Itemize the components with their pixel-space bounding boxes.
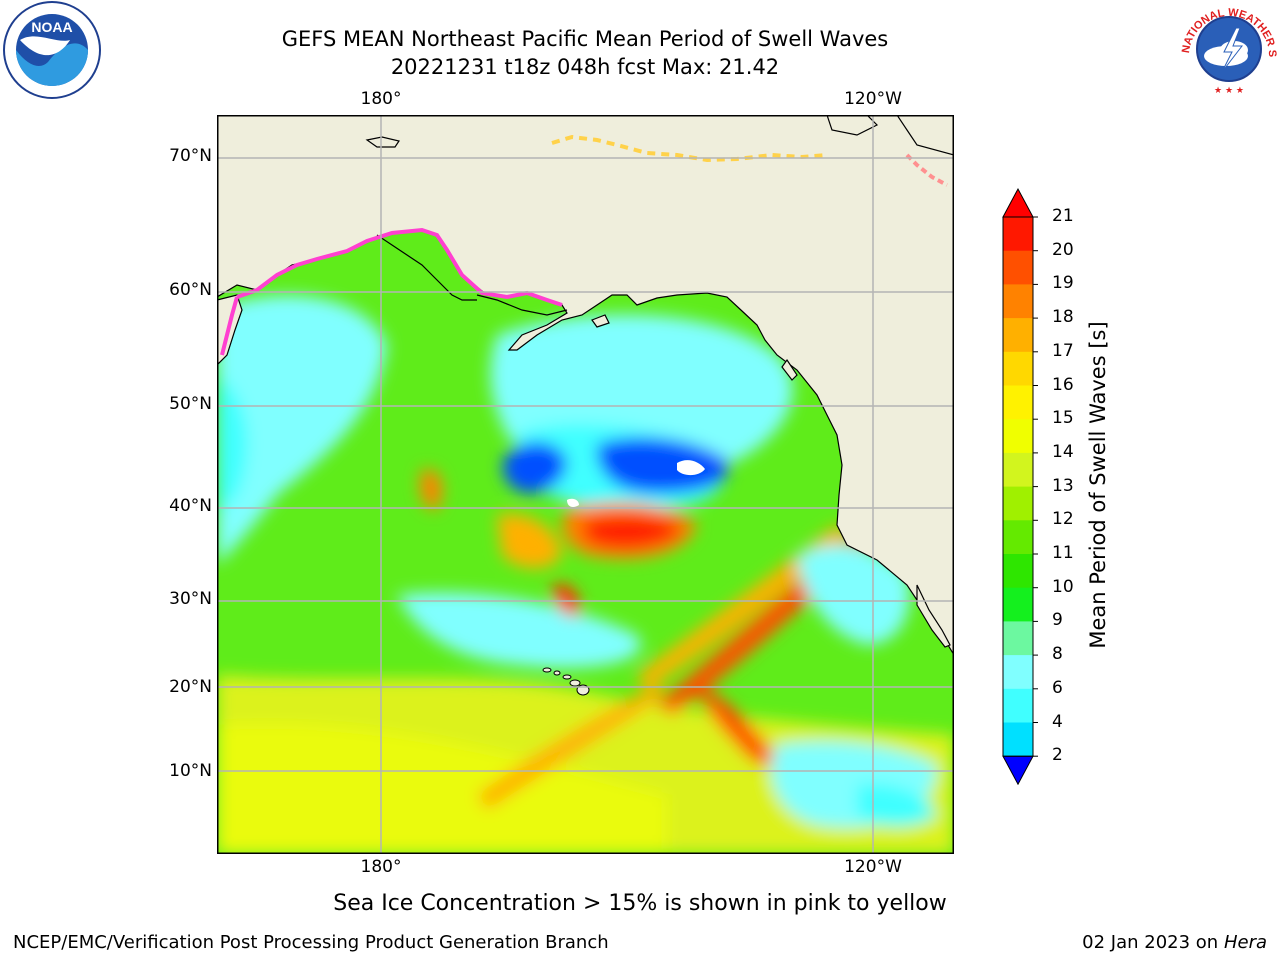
svg-text:NOAA: NOAA — [31, 19, 72, 35]
colorbar-tick-label: 14 — [1052, 441, 1074, 462]
swell-period-map — [216, 114, 955, 854]
colorbar-segment — [1003, 486, 1033, 521]
colorbar-segment — [1003, 385, 1033, 420]
colorbar-segment — [1003, 452, 1033, 488]
y-tick-10n: 10°N — [169, 761, 212, 781]
colorbar-tick-label: 21 — [1052, 206, 1074, 226]
colorbar-tick-label: 20 — [1052, 239, 1074, 260]
colorbar-segment — [1003, 318, 1033, 353]
colorbar-tick-label: 16 — [1052, 374, 1074, 395]
colorbar-segment — [1003, 520, 1033, 555]
colorbar-tick-label: 8 — [1052, 644, 1063, 665]
nws-logo-icon: NATIONAL WEATHER SERVICE ★ ★ ★ — [1178, 0, 1278, 96]
noaa-logo-icon: NOAA — [3, 1, 101, 99]
top-x-tick-120w: 120°W — [844, 89, 902, 109]
colorbar-segment — [1003, 688, 1033, 723]
colorbar-tick-label: 11 — [1052, 543, 1074, 563]
colorbar-under-triangle — [1002, 755, 1034, 785]
colorbar-segment — [1003, 351, 1033, 386]
colorbar-over-triangle — [1002, 187, 1034, 218]
footer-credit: NCEP/EMC/Verification Post Processing Pr… — [13, 932, 609, 953]
y-tick-30n: 30°N — [169, 589, 212, 609]
map-canvas — [216, 114, 955, 854]
colorbar-segment — [1003, 587, 1033, 622]
colorbar-tick-label: 17 — [1052, 340, 1074, 361]
colorbar-tick-label: 19 — [1052, 273, 1074, 294]
y-tick-20n: 20°N — [169, 677, 212, 697]
colorbar-tick-label: 6 — [1052, 677, 1063, 698]
svg-text:★ ★ ★: ★ ★ ★ — [1214, 86, 1244, 96]
colorbar-tick-label: 10 — [1052, 576, 1074, 597]
colorbar-segment — [1003, 554, 1033, 589]
y-tick-50n: 50°N — [169, 394, 212, 414]
bottom-x-tick-180: 180° — [360, 857, 402, 877]
colorbar-segment — [1003, 722, 1033, 757]
sea-ice-edge — [220, 134, 948, 356]
bottom-x-tick-120w: 120°W — [844, 857, 902, 877]
colorbar-tick-label: 4 — [1052, 711, 1063, 732]
colorbar-segment — [1003, 419, 1033, 454]
swell-field — [217, 295, 954, 854]
sea-ice-note: Sea Ice Concentration > 15% is shown in … — [333, 891, 947, 916]
colorbar-tick-label: 2 — [1052, 745, 1063, 766]
y-tick-40n: 40°N — [169, 496, 212, 516]
y-tick-70n: 70°N — [169, 146, 212, 166]
colorbar — [1002, 187, 1038, 785]
colorbar-tick-label: 18 — [1052, 307, 1074, 328]
colorbar-tick-label: 13 — [1052, 475, 1074, 496]
chart-subtitle: 20221231 t18z 048h fcst Max: 21.42 — [390, 55, 780, 79]
colorbar-tick-label: 12 — [1052, 509, 1074, 530]
colorbar-segment — [1003, 217, 1033, 252]
colorbar-segment — [1003, 284, 1033, 319]
colorbar-segment — [1003, 621, 1033, 656]
top-x-tick-180: 180° — [360, 89, 402, 109]
colorbar-tick-label: 9 — [1052, 610, 1063, 631]
graticule — [217, 115, 954, 854]
colorbar-segment — [1003, 250, 1033, 285]
colorbar-title: Mean Period of Swell Waves [s] — [1086, 321, 1110, 649]
colorbar-tick-label: 15 — [1052, 408, 1074, 429]
chart-title: GEFS MEAN Northeast Pacific Mean Period … — [281, 27, 889, 51]
footer-date: 02 Jan 2023 on Hera — [1082, 932, 1267, 953]
colorbar-segment — [1003, 655, 1033, 690]
y-tick-60n: 60°N — [169, 280, 212, 300]
